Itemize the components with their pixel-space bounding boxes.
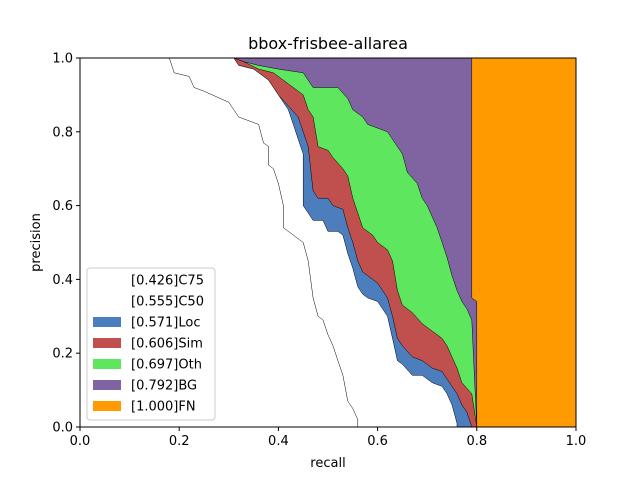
legend-label: [0.792]BG (131, 379, 197, 394)
y-axis-label: precision (29, 213, 44, 272)
legend-swatch (93, 380, 121, 390)
y-tick-label: 0.6 (52, 199, 73, 214)
legend-label: [0.571]Loc (131, 316, 200, 331)
legend-swatch (93, 359, 121, 369)
legend-label: [0.555]C50 (131, 295, 204, 310)
legend-swatch (93, 317, 121, 327)
legend-label: [0.606]Sim (131, 337, 203, 352)
x-axis-ticks: 0.0 0.2 0.4 0.6 0.8 1.0 (70, 427, 587, 449)
y-tick-label: 0.2 (52, 347, 73, 362)
y-tick-label: 0.8 (52, 125, 73, 140)
legend: [0.426]C75 [0.555]C50 [0.571]Loc [0.606]Sim… (86, 267, 216, 421)
y-tick-label: 1.0 (52, 52, 73, 67)
y-axis-ticks: 0.0 0.2 0.4 0.6 0.8 1.0 (52, 52, 80, 436)
legend-swatch (93, 338, 121, 348)
x-tick-label: 0.0 (70, 434, 91, 449)
x-axis-label: recall (310, 456, 345, 471)
legend-label: [0.426]C75 (131, 274, 204, 289)
x-tick-label: 0.4 (268, 434, 289, 449)
chart-title: bbox-frisbee-allarea (248, 34, 408, 53)
legend-label: [1.000]FN (131, 400, 196, 415)
legend-swatch (93, 296, 121, 306)
y-tick-label: 0.4 (52, 273, 73, 288)
x-tick-label: 0.8 (466, 434, 487, 449)
x-tick-label: 1.0 (566, 434, 587, 449)
legend-label: [0.697]Oth (131, 358, 202, 373)
legend-swatch (93, 401, 121, 411)
x-tick-label: 0.6 (367, 434, 388, 449)
legend-swatch (93, 275, 121, 285)
y-tick-label: 0.0 (52, 421, 73, 436)
x-tick-label: 0.2 (169, 434, 190, 449)
plot-frame (79, 57, 577, 428)
